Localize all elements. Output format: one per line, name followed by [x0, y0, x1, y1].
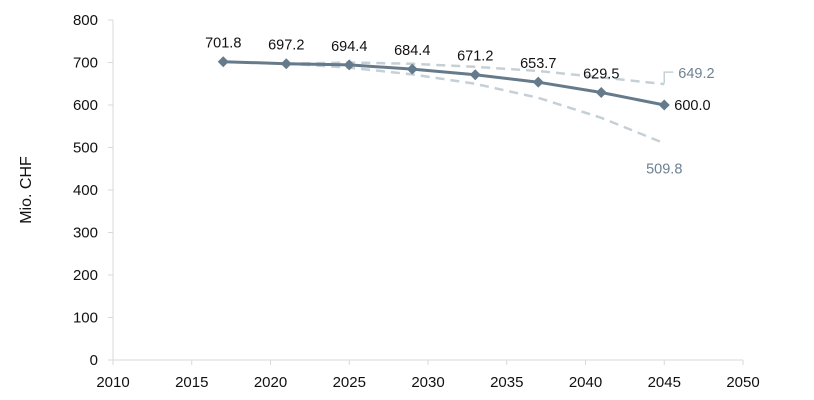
y-axis-title: Mio. CHF	[18, 156, 35, 224]
x-tick-label: 2010	[96, 374, 129, 391]
data-point-marker	[280, 58, 292, 70]
data-label: 653.7	[520, 56, 556, 72]
x-tick-label: 2045	[648, 374, 681, 391]
x-tick-label: 2050	[726, 374, 759, 391]
y-tick-label: 0	[90, 352, 98, 369]
y-tick-label: 400	[73, 182, 98, 199]
data-point-marker	[343, 59, 355, 71]
y-tick-label: 700	[73, 55, 98, 72]
axes: 0 100 200 300 400 500 600 700 800 2010 2015 2020 202…	[73, 12, 760, 391]
data-point-marker	[595, 86, 607, 98]
series-group	[217, 56, 670, 145]
scenario-end-label: 509.8	[646, 161, 682, 177]
data-point-marker	[217, 56, 229, 68]
data-point-marker	[406, 63, 418, 75]
data-label: 701.8	[205, 36, 241, 52]
y-tick-label: 600	[73, 97, 98, 114]
y-tick-label: 100	[73, 310, 98, 327]
data-label: 671.2	[457, 49, 493, 65]
data-label: 697.2	[268, 38, 304, 54]
x-tick-label: 2025	[333, 374, 366, 391]
data-label: 694.4	[331, 39, 367, 55]
y-tick-label: 500	[73, 140, 98, 157]
x-tick-label: 2035	[490, 374, 523, 391]
data-point-marker	[658, 99, 670, 111]
x-tick-label: 2015	[175, 374, 208, 391]
x-tick-label: 2030	[411, 374, 444, 391]
data-label: 684.4	[394, 43, 430, 59]
data-point-marker	[469, 69, 481, 81]
data-label: 629.5	[583, 66, 619, 82]
scenario-label-leader	[663, 71, 674, 84]
x-tick-label: 2040	[569, 374, 602, 391]
y-tick-label: 800	[73, 12, 98, 29]
data-labels: 701.8 697.2 694.4 684.4 671.2 653.7 629.5 600.0…	[205, 36, 714, 178]
y-tick-label: 300	[73, 225, 98, 242]
y-tick-label: 200	[73, 267, 98, 284]
main-series-line	[223, 60, 665, 107]
x-tick-label: 2020	[254, 374, 287, 391]
scenario-end-label: 649.2	[678, 66, 714, 82]
data-point-marker	[532, 76, 544, 88]
data-label: 600.0	[674, 98, 710, 114]
